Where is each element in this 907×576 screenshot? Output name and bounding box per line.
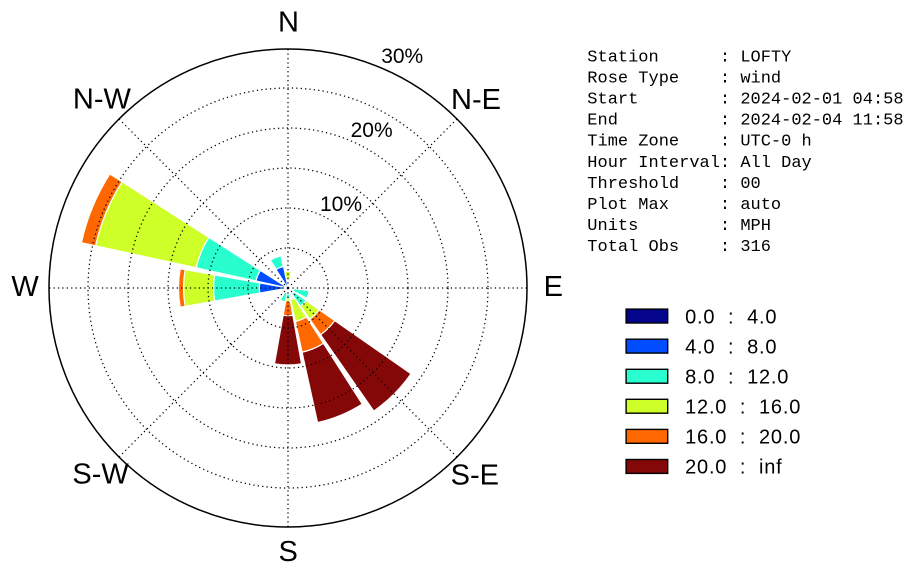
svg-text:S: S — [279, 536, 298, 568]
svg-text:Station : LOFTY: Station : LOFTY — [587, 48, 791, 67]
svg-text:S-W: S-W — [72, 459, 129, 491]
svg-text:Rose Type : wind: Rose Type : wind — [587, 69, 781, 88]
svg-text:16.0 : 20.0: 16.0 : 20.0 — [685, 427, 801, 449]
svg-text:Time Zone : UTC-0 h: Time Zone : UTC-0 h — [587, 133, 811, 152]
svg-text:4.0 : 8.0: 4.0 : 8.0 — [685, 336, 777, 358]
svg-text:20.0 : inf: 20.0 : inf — [685, 457, 782, 479]
svg-text:8.0 : 12.0: 8.0 : 12.0 — [685, 367, 789, 389]
svg-text:N-W: N-W — [73, 84, 132, 116]
svg-text:30%: 30% — [381, 45, 423, 68]
svg-text:Units : MPH: Units : MPH — [587, 217, 771, 236]
svg-text:0.0 : 4.0: 0.0 : 4.0 — [685, 306, 777, 328]
svg-text:10%: 10% — [320, 193, 362, 216]
svg-text:End : 2024-02-04 11:5: End : 2024-02-04 11:58 — [587, 112, 903, 131]
svg-text:N: N — [278, 7, 299, 39]
svg-text:20%: 20% — [351, 119, 393, 142]
svg-text:Threshold : 00: Threshold : 00 — [587, 175, 760, 194]
svg-text:S-E: S-E — [451, 460, 499, 492]
svg-text:N-E: N-E — [451, 84, 501, 116]
svg-text:12.0 : 16.0: 12.0 : 16.0 — [685, 397, 801, 419]
svg-text:E: E — [544, 271, 563, 303]
svg-text:W: W — [11, 271, 39, 303]
svg-text:Total Obs : 316: Total Obs : 316 — [587, 238, 771, 257]
svg-text:Plot Max : auto: Plot Max : auto — [587, 196, 781, 215]
svg-text:Hour Interval: All Day: Hour Interval: All Day — [587, 154, 811, 173]
svg-text:Start : 2024-02-01 04:5: Start : 2024-02-01 04:58 — [587, 91, 903, 110]
